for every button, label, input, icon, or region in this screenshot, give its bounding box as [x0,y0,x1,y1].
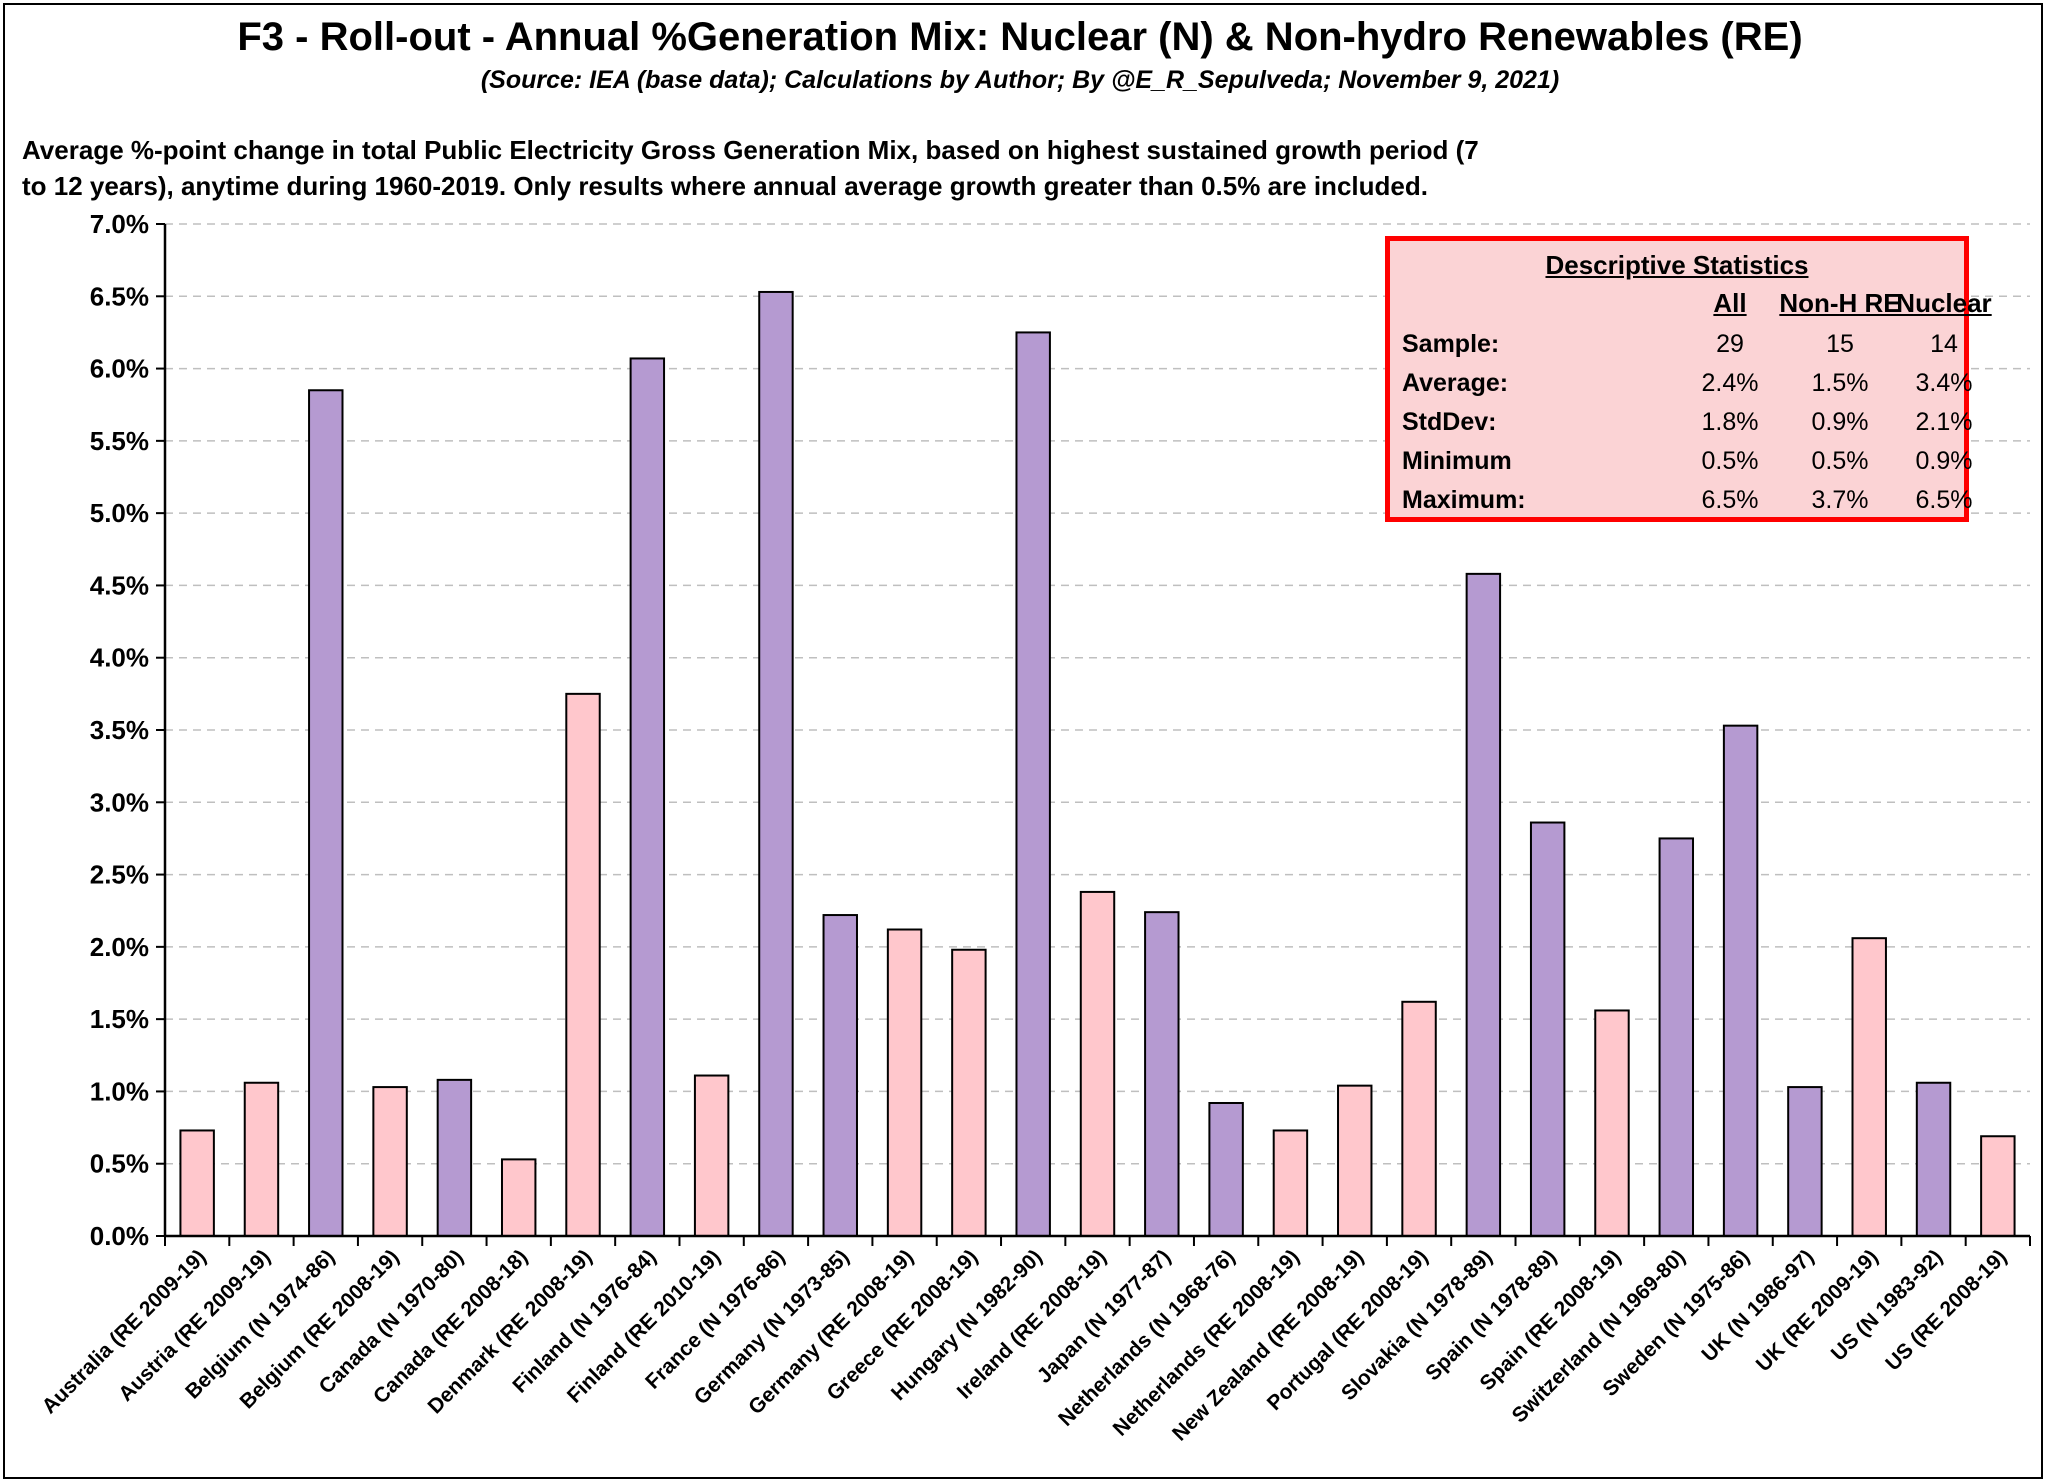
bar-renewable [179,1129,215,1238]
y-tick-label: 1.5% [90,1004,149,1034]
bar-renewable [500,1158,537,1238]
stats-row-minimum: Minimum 0.5% 0.5% 0.9% [1390,442,1972,480]
y-tick-label: 0.5% [90,1149,149,1179]
bar-nuclear [436,1078,473,1238]
y-tick-label: 3.0% [90,787,149,817]
stats-value: 0.9% [1811,408,1869,436]
y-tick-label: 4.5% [90,570,149,600]
bar-nuclear [1658,837,1695,1238]
bar-nuclear [822,914,858,1238]
stats-value: 0.9% [1915,447,1973,475]
bar-nuclear [308,389,344,1237]
bar-nuclear [1529,821,1566,1237]
y-tick-label: 2.5% [90,860,149,890]
bar-renewable [565,692,601,1237]
bar-nuclear [1787,1086,1823,1237]
stats-value: 1.8% [1701,408,1759,436]
chart-subtitle: (Source: IEA (base data); Calculations b… [480,66,1560,94]
y-tick-label: 7.0% [90,209,149,239]
x-tick-label: US (N 1983-92) [1827,1245,1947,1365]
y-tick-label: 0.0% [90,1221,149,1251]
stats-value: 0.5% [1811,447,1869,475]
x-tick-label: US (RE 2008-19) [1881,1245,2011,1375]
y-tick-label: 1.0% [90,1076,149,1106]
bar-nuclear [1465,572,1502,1237]
stats-value: 2.4% [1701,369,1759,397]
bar-nuclear [1144,911,1180,1237]
chart-description: Average %-point change in total Public E… [22,135,1479,201]
stats-row-maximum: Maximum: 6.5% 3.7% 6.5% [1390,481,1972,519]
x-tick-label: UK (N 1986-97) [1697,1245,1818,1366]
bar-renewable [1272,1129,1309,1238]
y-tick-label: 2.0% [90,932,149,962]
y-tick-label: 4.0% [90,643,149,673]
bar-renewable [1337,1084,1373,1238]
chart-title: F3 - Roll-out - Annual %Generation Mix: … [237,15,1803,59]
x-tick-labels: Australia (RE 2009-19)Austria (RE 2009-1… [38,1245,2012,1445]
axes [156,223,2031,1246]
stats-header-non-h-re: Non-H RE [1779,288,1901,318]
stats-value: 14 [1930,330,1958,358]
bar-renewable [1980,1135,2016,1238]
bar-renewable [372,1086,408,1237]
x-tick-label: UK (RE 2009-19) [1752,1245,1883,1376]
y-tick-labels: 0.0% 0.5% 1.0% 1.5% 2.0% 2.5% 3.0% 3.5% 4.0% 4.5%… [90,209,149,1251]
chart-frame [3,3,2043,1479]
stats-label: Average: [1402,369,1509,397]
stats-label: Minimum [1402,447,1512,475]
stats-value: 29 [1716,330,1744,358]
bar-renewable [1079,890,1116,1237]
bar-nuclear [629,357,666,1237]
bar-renewable [1401,1000,1437,1238]
stats-value: 6.5% [1915,486,1973,514]
stats-label: StdDev: [1402,408,1497,436]
stats-label: Sample: [1402,330,1500,358]
stats-value: 0.5% [1701,447,1759,475]
y-tick-label: 6.5% [90,281,149,311]
stats-value: 1.5% [1811,369,1869,397]
descriptive-statistics-box: Descriptive Statistics All Non-H RE Nucl… [1385,236,1992,522]
stats-row-sample: Sample: 29 15 14 [1390,325,1964,363]
bar-nuclear [1208,1101,1244,1237]
y-tick-label: 6.0% [90,354,149,384]
bar-renewable [243,1081,280,1237]
y-tick-label: 3.5% [90,715,149,745]
bar-renewable [1594,1009,1630,1237]
bar-nuclear [1722,724,1759,1237]
bar-nuclear [1915,1081,1952,1237]
stats-value: 3.7% [1811,486,1869,514]
bar-nuclear [1015,331,1051,1237]
bars [179,290,2016,1238]
bar-renewable [951,948,987,1238]
stats-value: 3.4% [1915,369,1973,397]
stats-label: Maximum: [1402,486,1526,514]
y-tick-label: 5.5% [90,426,149,456]
stats-value: 2.1% [1915,408,1973,436]
stats-title: Descriptive Statistics [1545,250,1809,280]
stats-value: 6.5% [1701,486,1759,514]
stats-row-stddev: StdDev: 1.8% 0.9% 2.1% [1390,403,1972,441]
stats-header-nuclear: Nuclear [1896,288,1992,318]
bar-renewable [886,928,923,1237]
y-tick-label: 5.0% [90,498,149,528]
stats-value: 15 [1826,330,1854,358]
bar-nuclear [758,290,794,1238]
stats-header-all: All [1713,288,1747,318]
stats-row-average: Average: 2.4% 1.5% 3.4% [1390,364,1972,402]
bar-renewable [1851,937,1887,1237]
bar-renewable [693,1074,730,1238]
